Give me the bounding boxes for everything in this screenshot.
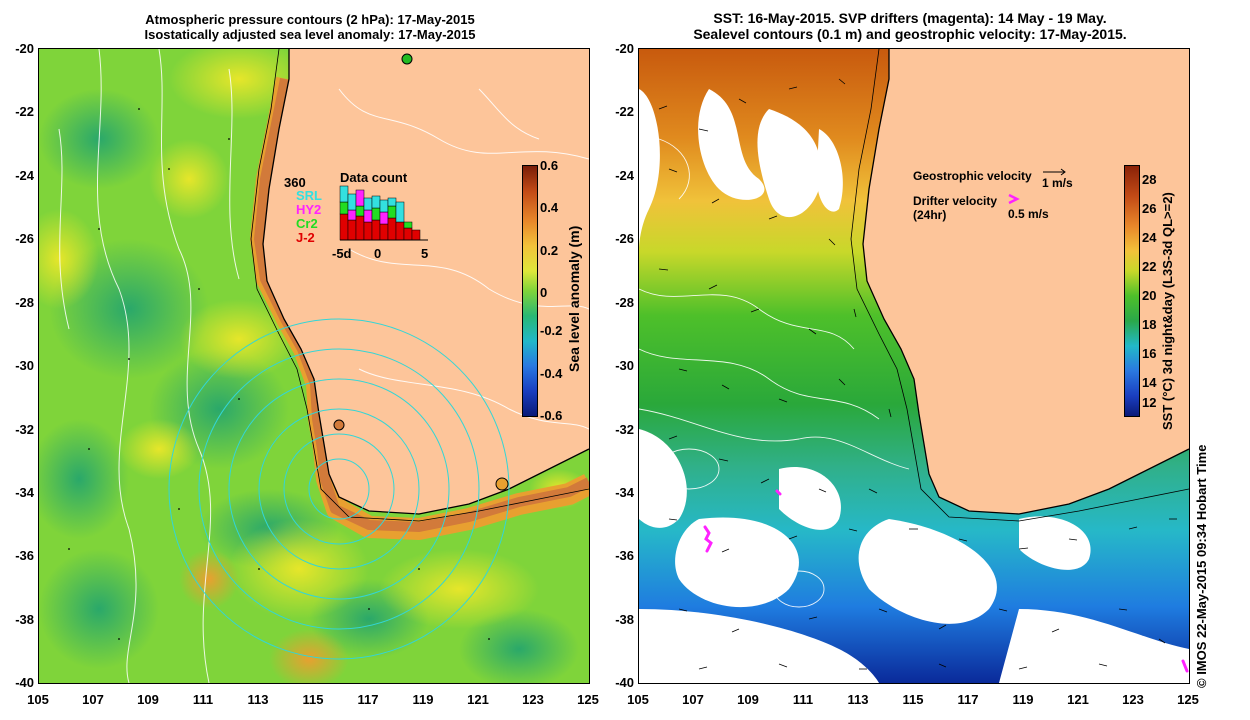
- sla-cb-tick-0.6: 0.6: [540, 158, 559, 173]
- inset-title: Data count: [340, 170, 408, 185]
- right-title-line1: SST: 16-May-2015. SVP drifters (magenta)…: [713, 10, 1107, 26]
- sst-cb-tick-24: 24: [1142, 230, 1157, 245]
- right-lon-tick: 111: [792, 692, 814, 707]
- right-lon-tick: 121: [1067, 692, 1089, 707]
- geostrophic-velocity-label: Geostrophic velocity: [913, 169, 1032, 183]
- drifter-velocity-sub: (24hr): [913, 208, 947, 222]
- sst-colorbar: [1124, 165, 1140, 417]
- right-lat-tick: -26: [615, 231, 634, 246]
- inset-count: 360: [284, 175, 306, 190]
- credit-text: © IMOS 22-May-2015 09:34 Hobart Time: [1194, 444, 1209, 688]
- left-lat-tick: -40: [15, 675, 34, 690]
- sla-map[interactable]: [38, 48, 590, 684]
- drifter-velocity-scale: 0.5 m/s: [1008, 207, 1049, 221]
- left-lat-tick: -34: [15, 485, 34, 500]
- left-lon-tick: 105: [27, 692, 49, 707]
- left-title-line2: Isostatically adjusted sea level anomaly…: [144, 27, 476, 42]
- left-lon-tick: 123: [522, 692, 544, 707]
- left-title-line1: Atmospheric pressure contours (2 hPa): 1…: [145, 12, 475, 27]
- left-lat-tick: -20: [15, 41, 34, 56]
- left-panel-title: Atmospheric pressure contours (2 hPa): 1…: [90, 12, 530, 42]
- sst-cb-tick-22: 22: [1142, 259, 1157, 274]
- right-lat-tick: -28: [615, 295, 634, 310]
- sla-cb-tick-m0.4: -0.4: [540, 366, 563, 381]
- sst-cb-tick-16: 16: [1142, 346, 1157, 361]
- inset-xtick-0: 0: [374, 246, 382, 261]
- left-lat-tick: -24: [15, 168, 34, 183]
- inset-legend-j2: J-2: [296, 230, 315, 245]
- sst-cb-tick-28: 28: [1142, 172, 1157, 187]
- sst-cb-tick-14: 14: [1142, 375, 1157, 390]
- inset-legend-srl: SRL: [296, 188, 322, 203]
- sla-cb-tick-m0.6: -0.6: [540, 408, 563, 423]
- left-lon-tick: 113: [247, 692, 269, 707]
- sst-colorbar-label: SST (°C) 3d night&day (L3S-3d QL>=2): [1160, 192, 1175, 430]
- left-lon-tick: 119: [412, 692, 434, 707]
- right-lat-tick: -32: [615, 422, 634, 437]
- left-lat-tick: -32: [15, 422, 34, 437]
- inset-bar-chart: [338, 184, 430, 242]
- right-lon-tick: 117: [957, 692, 979, 707]
- left-lon-tick: 107: [82, 692, 104, 707]
- right-lon-tick: 119: [1012, 692, 1034, 707]
- left-lon-tick: 117: [357, 692, 379, 707]
- right-lat-tick: -38: [615, 612, 634, 627]
- right-lat-tick: -40: [615, 675, 634, 690]
- sla-colorbar-label: Sea level anomaly (m): [566, 225, 582, 372]
- left-lon-tick: 121: [467, 692, 489, 707]
- left-lon-tick: 111: [192, 692, 214, 707]
- right-lon-tick: 105: [627, 692, 649, 707]
- right-lat-tick: -20: [615, 41, 634, 56]
- right-lat-tick: -24: [615, 168, 634, 183]
- sst-map[interactable]: [638, 48, 1190, 684]
- sla-cb-tick-m0.2: -0.2: [540, 323, 563, 338]
- sla-colorbar: [522, 165, 538, 417]
- inset-legend-hy2: HY2: [296, 202, 322, 217]
- left-lat-tick: -22: [15, 104, 34, 119]
- inset-legend-cr2: Cr2: [296, 216, 318, 231]
- sst-cb-tick-18: 18: [1142, 317, 1157, 332]
- left-lat-tick: -38: [15, 612, 34, 627]
- inset-xtick-minus5d: -5d: [332, 246, 352, 261]
- left-lon-tick: 109: [137, 692, 159, 707]
- sla-cb-tick-0: 0: [540, 285, 548, 300]
- right-lon-tick: 113: [847, 692, 869, 707]
- sst-cb-tick-20: 20: [1142, 288, 1157, 303]
- right-lon-tick: 125: [1177, 692, 1199, 707]
- left-lon-tick: 125: [577, 692, 599, 707]
- sst-cb-tick-26: 26: [1142, 201, 1157, 216]
- right-lat-tick: -30: [615, 358, 634, 373]
- right-lat-tick: -36: [615, 548, 634, 563]
- drifter-velocity-label: Drifter velocity: [913, 194, 998, 208]
- right-panel-title: SST: 16-May-2015. SVP drifters (magenta)…: [650, 10, 1170, 42]
- geostrophic-velocity-scale: 1 m/s: [1042, 176, 1073, 190]
- sla-cb-tick-0.4: 0.4: [540, 200, 559, 215]
- right-lat-tick: -22: [615, 104, 634, 119]
- right-lon-tick: 123: [1122, 692, 1144, 707]
- sla-cb-tick-0.2: 0.2: [540, 243, 559, 258]
- right-lat-tick: -34: [615, 485, 634, 500]
- left-lat-tick: -28: [15, 295, 34, 310]
- right-lon-tick: 109: [737, 692, 759, 707]
- left-lat-tick: -30: [15, 358, 34, 373]
- inset-xtick-5: 5: [421, 246, 429, 261]
- left-lat-tick: -26: [15, 231, 34, 246]
- right-lon-tick: 115: [902, 692, 924, 707]
- left-lat-tick: -36: [15, 548, 34, 563]
- right-lon-tick: 107: [682, 692, 704, 707]
- right-title-line2: Sealevel contours (0.1 m) and geostrophi…: [693, 26, 1127, 42]
- left-lon-tick: 115: [302, 692, 324, 707]
- sst-cb-tick-12: 12: [1142, 395, 1157, 410]
